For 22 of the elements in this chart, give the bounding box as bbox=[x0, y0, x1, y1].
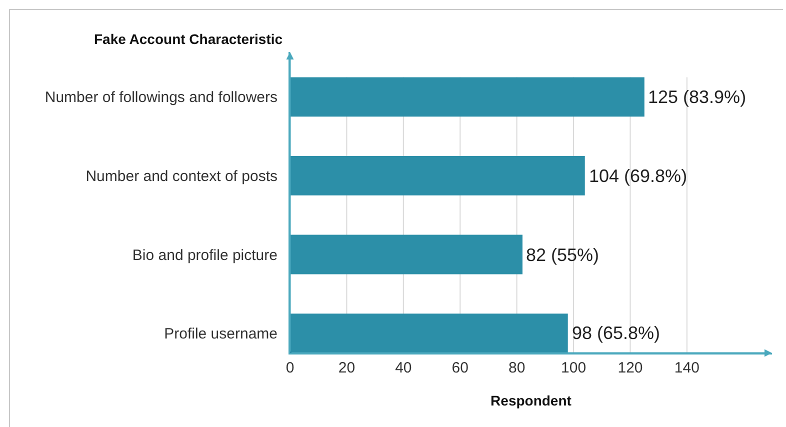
y-tick-label: Profile username bbox=[164, 326, 278, 343]
y-axis-title: Fake Account Characteristic bbox=[94, 31, 283, 47]
bar bbox=[290, 314, 568, 353]
x-tick-label: 80 bbox=[508, 360, 526, 376]
x-tick-label: 100 bbox=[561, 360, 586, 376]
data-label: 125 (83.9%) bbox=[648, 87, 746, 107]
x-tick-label: 60 bbox=[452, 360, 468, 376]
y-tick-label: Number and context of posts bbox=[86, 168, 278, 185]
data-label: 82 (55%) bbox=[526, 245, 600, 265]
y-tick-label: Bio and profile picture bbox=[132, 246, 278, 264]
x-tick-label: 120 bbox=[618, 360, 643, 376]
x-tick-label: 140 bbox=[674, 360, 700, 376]
x-tick-label: 20 bbox=[338, 360, 356, 376]
x-tick-label: 0 bbox=[286, 360, 294, 376]
x-tick-label: 40 bbox=[395, 360, 412, 376]
data-label: 98 (65.8%) bbox=[572, 323, 660, 343]
bar bbox=[290, 234, 522, 274]
bar bbox=[290, 77, 644, 117]
data-label: 104 (69.8%) bbox=[589, 166, 688, 186]
y-tick-label: Number of followings and followers bbox=[44, 89, 278, 106]
x-axis-title: Respondent bbox=[490, 392, 572, 409]
bar bbox=[290, 156, 585, 196]
